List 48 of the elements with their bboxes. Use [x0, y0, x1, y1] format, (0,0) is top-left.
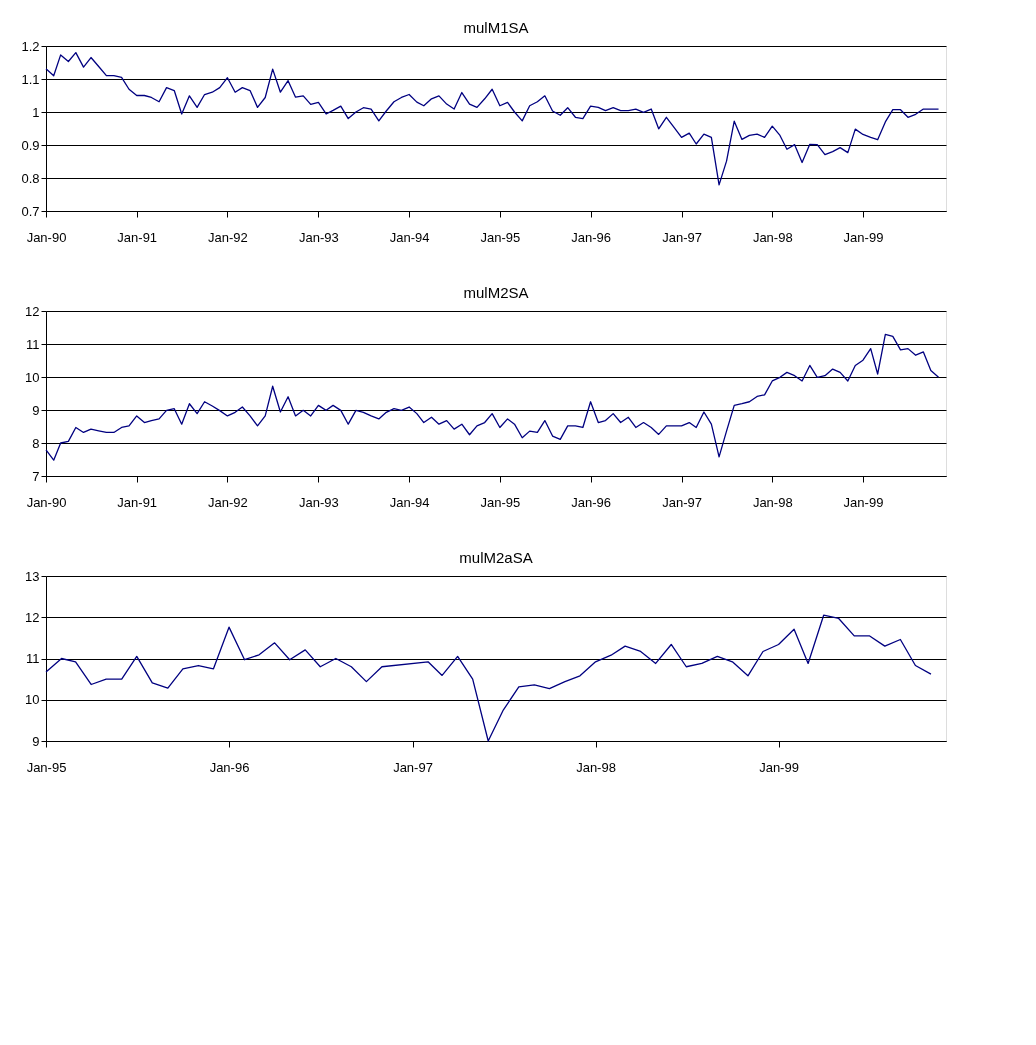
x-tick-label: Jan-90 [26, 229, 67, 245]
x-tick-label: Jan-98 [752, 229, 793, 245]
x-tick-label: Jan-91 [117, 494, 158, 510]
x-tick-label: Jan-99 [843, 494, 884, 510]
chart-title: mulM1SA [463, 19, 529, 36]
line-series [45, 51, 940, 186]
y-tick-label: 11 [26, 336, 40, 352]
y-tick-label: 1 [32, 104, 40, 120]
y-tick-label: 0.8 [21, 170, 40, 186]
x-tick-label: Jan-95 [480, 229, 521, 245]
x-tick-label: Jan-99 [843, 229, 884, 245]
y-tick-label: 10 [25, 692, 40, 708]
x-tick-label: Jan-94 [389, 494, 430, 510]
x-tick-label: Jan-91 [117, 229, 158, 245]
y-tick-label: 1.2 [21, 38, 40, 54]
line-series [45, 333, 940, 461]
y-tick-label: 9 [32, 402, 40, 418]
x-tick-label: Jan-96 [209, 759, 250, 775]
x-tick-label: Jan-95 [26, 759, 67, 775]
y-tick-label: 13 [25, 568, 40, 584]
chart-title: mulM2aSA [459, 549, 533, 566]
line-series [45, 614, 932, 742]
x-tick-label: Jan-90 [26, 494, 67, 510]
x-tick-label: Jan-98 [752, 494, 793, 510]
x-tick-label: Jan-96 [571, 494, 611, 510]
y-tick-label: 0.9 [21, 137, 40, 153]
y-tick-label: 12 [25, 609, 40, 625]
x-tick-label: Jan-92 [208, 229, 248, 245]
x-tick-label: Jan-92 [208, 494, 248, 510]
y-tick-label: 9 [32, 733, 40, 749]
x-tick-label: Jan-99 [759, 759, 799, 775]
x-tick-label: Jan-93 [299, 229, 339, 245]
y-tick-label: 12 [25, 303, 40, 319]
y-tick-label: 1.1 [21, 71, 40, 87]
x-tick-label: Jan-97 [662, 229, 702, 245]
x-tick-label: Jan-98 [576, 759, 616, 775]
x-tick-label: Jan-97 [393, 759, 433, 775]
x-tick-label: Jan-97 [662, 494, 702, 510]
x-tick-label: Jan-95 [480, 494, 521, 510]
x-tick-label: Jan-94 [389, 229, 430, 245]
y-tick-label: 8 [32, 435, 40, 451]
y-tick-label: 0.7 [21, 203, 40, 219]
chart-title: mulM2SA [463, 284, 529, 301]
y-tick-label: 7 [32, 468, 40, 484]
x-tick-label: Jan-96 [571, 229, 611, 245]
y-tick-label: 11 [26, 651, 40, 666]
y-tick-label: 10 [25, 369, 40, 385]
x-tick-label: Jan-93 [299, 494, 339, 510]
